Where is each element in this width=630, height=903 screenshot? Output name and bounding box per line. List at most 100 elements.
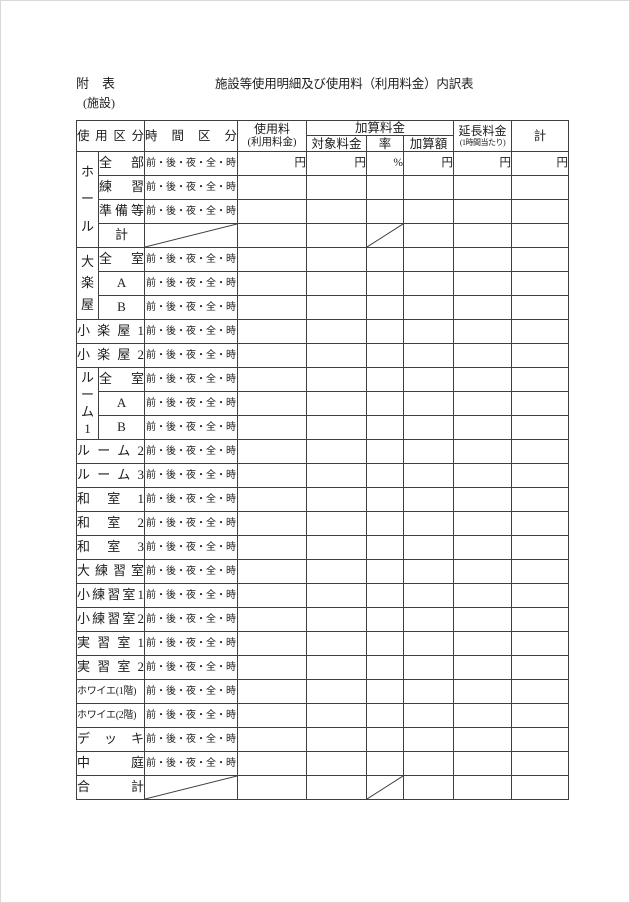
usage-name-cell: B — [97, 295, 146, 321]
added-amount-cell — [403, 751, 455, 777]
total-cell — [511, 175, 570, 201]
usage-group-cell: ホール — [76, 151, 99, 249]
rate-cell — [366, 271, 405, 297]
target-fee-cell — [306, 271, 368, 297]
usage-name-cell: 中庭 — [75, 751, 146, 777]
added-amount-cell — [403, 607, 455, 633]
table-row: B 前・後・夜・全・時 — [77, 415, 570, 441]
fee-cell — [237, 679, 308, 705]
time-slot-cell: 前・後・夜・全・時 — [144, 583, 239, 609]
added-amount-cell — [403, 535, 455, 561]
target-fee-cell — [306, 223, 368, 249]
time-slot-cell: 前・後・夜・全・時 — [144, 631, 239, 657]
usage-name-cell: ルーム2 — [75, 439, 146, 465]
time-slot-cell: 前・後・夜・全・時 — [144, 703, 239, 729]
added-amount-cell — [403, 463, 455, 489]
total-cell — [511, 511, 570, 537]
target-fee-cell — [306, 655, 368, 681]
header-extension-line2: (1時間当たり) — [459, 138, 506, 148]
total-cell — [511, 559, 570, 585]
time-slot-cell: 前・後・夜・全・時 — [144, 415, 239, 441]
fee-cell — [237, 511, 308, 537]
usage-name-cell: 全部 — [97, 151, 146, 177]
rate-cell — [366, 751, 405, 777]
total-cell — [511, 199, 570, 225]
fee-cell — [237, 439, 308, 465]
rate-cell — [366, 199, 405, 225]
time-slot-cell — [144, 775, 239, 801]
total-cell — [511, 367, 570, 393]
added-amount-cell — [403, 775, 455, 801]
extension-fee-cell — [453, 367, 513, 393]
total-cell — [511, 679, 570, 705]
target-fee-cell — [306, 319, 368, 345]
usage-name-cell: B — [97, 415, 146, 441]
target-fee-cell — [306, 535, 368, 561]
added-amount-cell — [403, 679, 455, 705]
time-slot-cell: 前・後・夜・全・時 — [144, 367, 239, 393]
time-slot-cell: 前・後・夜・全・時 — [144, 679, 239, 705]
total-cell — [511, 319, 570, 345]
added-amount-cell — [403, 511, 455, 537]
total-cell — [511, 583, 570, 609]
total-cell — [511, 775, 570, 801]
target-fee-cell — [306, 727, 368, 753]
table-row: 和室1 前・後・夜・全・時 — [75, 487, 570, 513]
added-amount-cell — [403, 559, 455, 585]
added-amount-cell — [403, 631, 455, 657]
page-title: 施設等使用明細及び使用料（利用料金）内訳表 — [215, 77, 474, 91]
extension-fee-cell — [453, 775, 513, 801]
time-slot-cell: 前・後・夜・全・時 — [144, 535, 239, 561]
usage-name-cell: 練習 — [97, 175, 146, 201]
target-fee-cell — [306, 559, 368, 585]
extension-fee-cell — [453, 295, 513, 321]
total-cell — [511, 607, 570, 633]
table-row: 合計 — [75, 775, 570, 801]
table-row: デッキ 前・後・夜・全・時 — [75, 727, 570, 753]
usage-name-cell: 全室 — [97, 367, 146, 393]
header-fee-line2: (利用料金) — [247, 137, 297, 149]
usage-name-cell: 全室 — [97, 247, 146, 273]
table-row: 実習室1 前・後・夜・全・時 — [75, 631, 570, 657]
table-row: 小楽屋2 前・後・夜・全・時 — [75, 343, 570, 369]
total-cell — [511, 343, 570, 369]
total-cell — [511, 415, 570, 441]
header-surcharge: 加算料金 — [306, 119, 455, 137]
header-target-fee: 対象料金 — [306, 135, 368, 153]
table-row: 準備等 前・後・夜・全・時 — [77, 199, 570, 225]
fee-cell — [237, 295, 308, 321]
table-row: B 前・後・夜・全・時 — [77, 295, 570, 321]
header-added-amount: 加算額 — [403, 135, 455, 153]
added-amount-cell — [403, 247, 455, 273]
table-row: ルーム3 前・後・夜・全・時 — [75, 463, 570, 489]
extension-fee-cell — [453, 223, 513, 249]
fee-cell — [237, 583, 308, 609]
extension-fee-cell — [453, 511, 513, 537]
table-row: ホール 全部 前・後・夜・全・時 円 円 % 円 円 円 — [76, 151, 570, 249]
target-fee-cell — [306, 439, 368, 465]
target-fee-cell — [306, 607, 368, 633]
rate-cell — [366, 511, 405, 537]
usage-name-cell: 小練習室2 — [75, 607, 146, 633]
target-fee-cell — [306, 391, 368, 417]
fee-cell: 円 — [237, 151, 308, 177]
extension-fee-cell — [453, 247, 513, 273]
target-fee-cell — [306, 679, 368, 705]
added-amount-cell — [403, 223, 455, 249]
added-amount-cell — [403, 703, 455, 729]
extension-fee-cell — [453, 559, 513, 585]
fee-cell — [237, 247, 308, 273]
target-fee-cell — [306, 415, 368, 441]
target-fee-cell — [306, 295, 368, 321]
extension-fee-cell — [453, 175, 513, 201]
header-fee: 使用料 (利用料金) — [237, 119, 308, 153]
added-amount-cell — [403, 583, 455, 609]
fee-cell — [237, 175, 308, 201]
time-slot-cell: 前・後・夜・全・時 — [144, 487, 239, 513]
fee-cell — [237, 727, 308, 753]
usage-group-cell: 大楽屋 — [76, 247, 99, 321]
diagonal-slash — [145, 776, 237, 799]
rate-cell — [366, 295, 405, 321]
